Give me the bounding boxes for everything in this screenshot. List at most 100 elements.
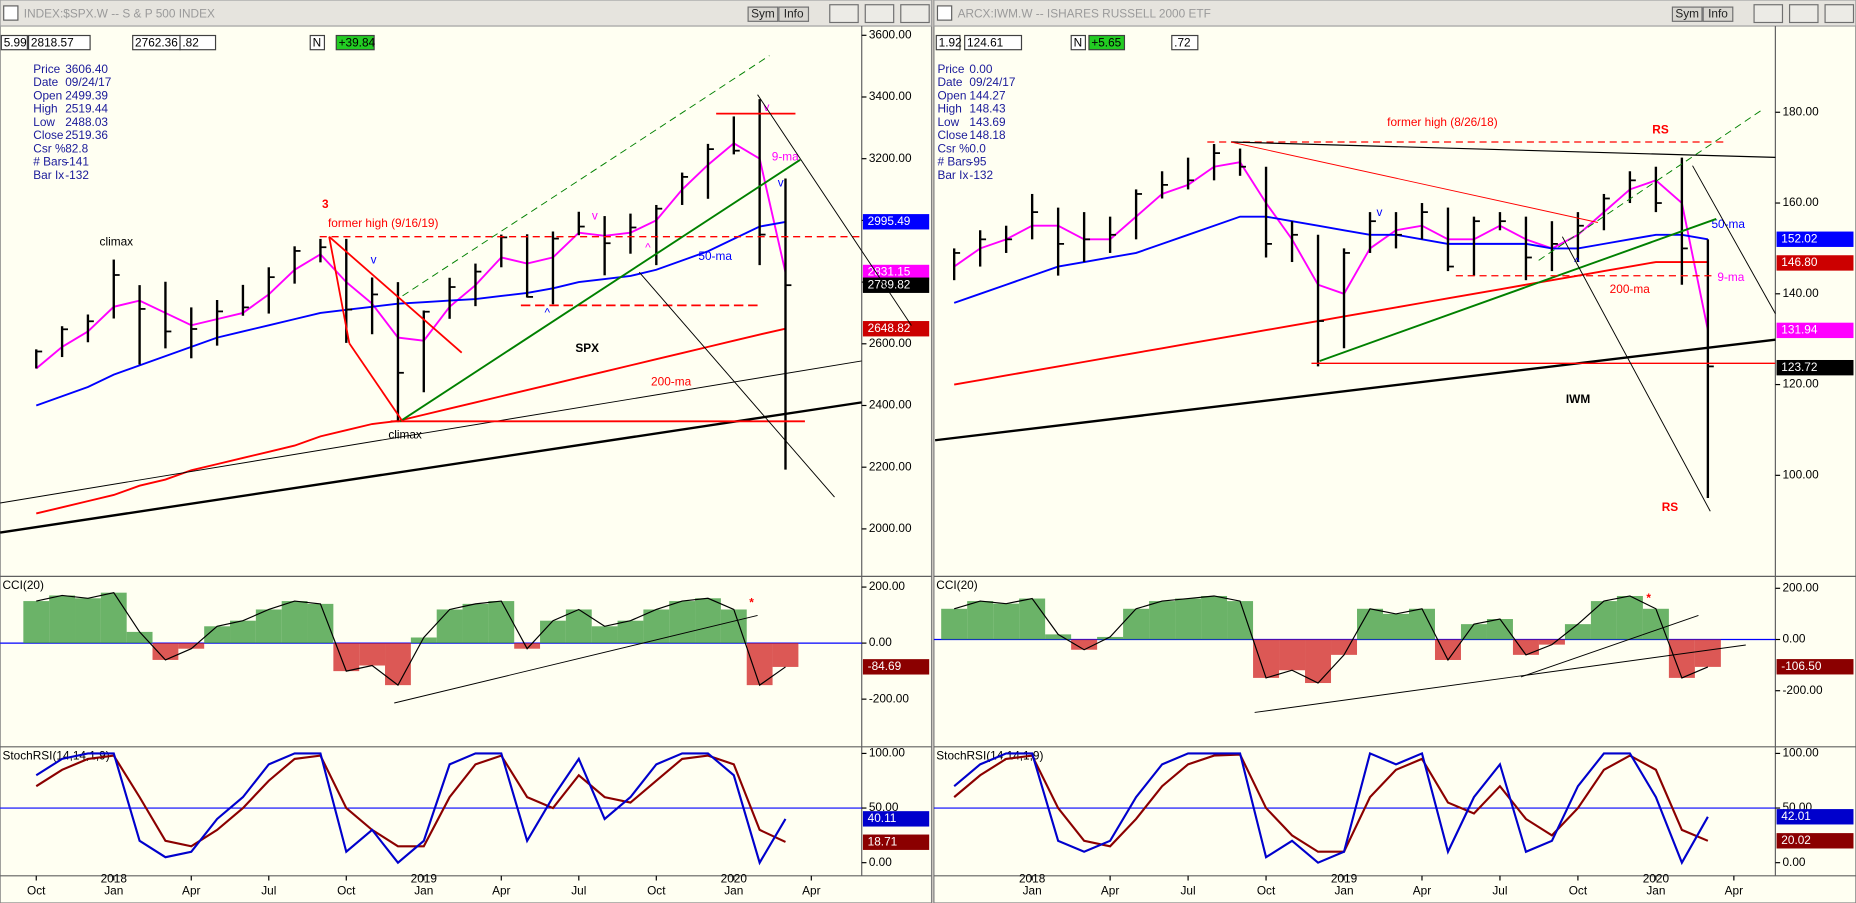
cci-bar [1305, 639, 1332, 684]
last-value-tag [862, 264, 930, 281]
info-value: -132 [65, 168, 89, 182]
y-tick-label: 180.00 [1782, 104, 1819, 118]
last-value-tag [862, 214, 930, 230]
info-value: 2519.36 [65, 128, 108, 142]
quote-cell [309, 34, 326, 51]
toolbar-button[interactable] [1702, 6, 1734, 22]
stochrsi-tag [1776, 809, 1854, 825]
annotation: RS [1662, 500, 1679, 514]
toolbar-button-label[interactable]: Info [784, 6, 804, 20]
window-min-button[interactable] [829, 4, 859, 24]
info-value: 82.8 [65, 141, 88, 155]
window-min-button[interactable] [1753, 4, 1784, 24]
info-label: Bar Ix [33, 168, 64, 182]
toolbar-button[interactable] [747, 6, 779, 22]
cci-bar [1331, 639, 1358, 655]
trend-line [934, 338, 1776, 442]
moving-average-line [953, 215, 1709, 304]
last-value-tag-label: 2648.82 [868, 321, 911, 335]
year-label: 2020 [721, 871, 748, 885]
trend-line [0, 360, 862, 504]
trend-line [402, 55, 770, 297]
cci-bar [1642, 608, 1669, 640]
stochrsi-tag-label: 18.71 [868, 834, 898, 848]
window-close-button[interactable] [1824, 4, 1855, 24]
info-label: Low [937, 115, 959, 129]
annotation: former high (8/26/18) [1387, 115, 1498, 129]
cci-bar [255, 609, 282, 644]
info-value: 143.69 [969, 115, 1006, 129]
window-max-button[interactable] [1788, 4, 1819, 24]
y-tick-label: 100.00 [1782, 467, 1819, 481]
quote-cell [935, 34, 961, 51]
quote-cell [0, 34, 28, 51]
window [933, 0, 1856, 903]
cci-bar [1149, 601, 1176, 640]
x-tick-label: Apr [802, 883, 820, 897]
info-value: -141 [65, 155, 89, 169]
info-label: Csr % [937, 141, 970, 155]
trend-line [1230, 141, 1776, 158]
annotation: v [778, 176, 784, 190]
last-value-tag [1776, 231, 1854, 247]
cci-bar [462, 603, 489, 644]
toolbar-button-label[interactable]: Sym [1675, 6, 1699, 20]
panel-title: CCI(20) [936, 578, 977, 592]
last-value-tag [862, 277, 930, 293]
ma-label: 50-ma [1711, 217, 1745, 231]
cci-bar [1668, 639, 1695, 678]
cci-line [36, 592, 786, 687]
toolbar-button-label[interactable]: Info [1708, 6, 1728, 20]
y-tick-label: 2200.00 [869, 459, 912, 473]
quote-text: 2762.36 [135, 35, 178, 49]
trend-line [1520, 614, 1699, 678]
info-value: 0.0 [969, 141, 986, 155]
annotation: climax [388, 428, 422, 442]
info-label: High [33, 102, 57, 116]
info-value: 09/24/17 [969, 75, 1015, 89]
cci-bar [359, 643, 386, 666]
cci-bar [941, 608, 968, 640]
toolbar-button[interactable] [1671, 6, 1703, 22]
quote-cell [964, 34, 1023, 51]
trend-lines [0, 55, 1776, 713]
x-tick-label: Jul [571, 883, 586, 897]
cci-bar [591, 626, 618, 644]
annotation: v [1377, 205, 1383, 219]
window-max-button[interactable] [864, 4, 895, 24]
cci-bar [1538, 639, 1565, 645]
y-tick-label: 3200.00 [869, 151, 912, 165]
cci-bar [1408, 608, 1435, 640]
last-value-tag [1776, 359, 1854, 376]
x-tick-label: Apr [182, 883, 200, 897]
info-label: Date [937, 75, 962, 89]
annotation: 3 [322, 197, 329, 211]
cci-bar [152, 643, 179, 660]
x-tick-label: Apr [1101, 883, 1119, 897]
cci-bar [746, 643, 773, 686]
info-value: -95 [969, 155, 987, 169]
window-icon [936, 5, 953, 21]
toolbar-button[interactable] [778, 6, 810, 22]
window-title: ARCX:IWM.W -- ISHARES RUSSELL 2000 ETF [958, 6, 1211, 20]
info-value: 2499.39 [65, 88, 108, 102]
cci-bar [565, 609, 592, 644]
x-tick-label: Oct [1257, 883, 1276, 897]
toolbar-button-label[interactable]: Sym [751, 6, 775, 20]
quote-text: 1.92 [939, 35, 962, 49]
trend-line [348, 342, 404, 422]
cci-bar [1694, 639, 1721, 667]
stochrsi-line [953, 753, 1709, 853]
cci-bar [1123, 608, 1150, 640]
y-tick-label: 0.00 [869, 855, 892, 869]
info-label: Csr % [33, 141, 66, 155]
cci-bar [49, 595, 76, 644]
quote-cell [1171, 34, 1199, 51]
y-tick-label: 140.00 [1782, 286, 1819, 300]
window-close-button[interactable] [900, 4, 930, 24]
cci-bar [230, 620, 256, 644]
last-value-tag [1776, 322, 1854, 339]
annotation: * [749, 596, 754, 610]
trend-line [0, 401, 862, 534]
cci-bar [1616, 595, 1643, 640]
